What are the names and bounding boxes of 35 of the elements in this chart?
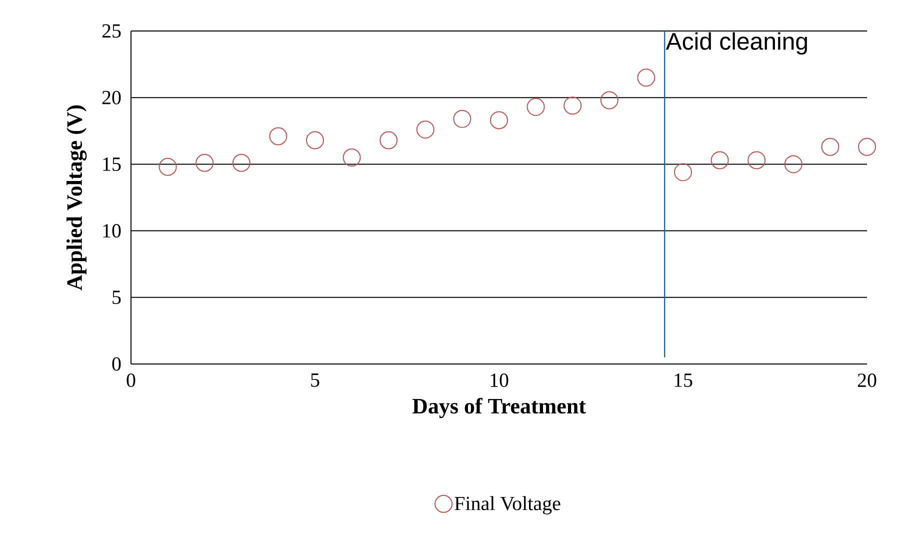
y-tick-label: 0 bbox=[112, 357, 121, 371]
point bbox=[748, 151, 766, 170]
point bbox=[269, 127, 288, 146]
point bbox=[600, 91, 618, 110]
x-axis-title: Days of Treatment bbox=[412, 398, 586, 418]
y-tick-label: 25 bbox=[102, 24, 121, 38]
point bbox=[232, 154, 250, 172]
point bbox=[158, 158, 177, 176]
y-tick-label: 10 bbox=[103, 224, 121, 238]
point bbox=[710, 151, 729, 170]
point bbox=[416, 120, 434, 139]
point bbox=[784, 155, 802, 174]
point bbox=[674, 163, 692, 182]
point bbox=[342, 148, 361, 167]
y-tick-label: 5 bbox=[112, 290, 121, 304]
point bbox=[637, 68, 656, 87]
point bbox=[380, 131, 398, 150]
x-tick-label: 5 bbox=[311, 374, 320, 387]
y-axis-title: Applied Voltage (V) bbox=[66, 105, 87, 290]
point bbox=[564, 96, 582, 115]
point bbox=[196, 154, 214, 172]
legend-label: Final Voltage bbox=[454, 496, 560, 514]
x-tick-label: 15 bbox=[674, 374, 692, 387]
x-tick-label: 10 bbox=[490, 374, 508, 388]
x-tick-label: 0 bbox=[126, 374, 136, 388]
y-tick-label: 15 bbox=[103, 158, 121, 171]
point bbox=[306, 131, 324, 150]
point bbox=[821, 138, 840, 156]
point bbox=[858, 138, 876, 156]
ref-line-label: Acid cleaning bbox=[666, 32, 807, 55]
point bbox=[490, 111, 508, 130]
point bbox=[453, 110, 472, 128]
y-tick-label: 20 bbox=[102, 90, 121, 104]
point bbox=[526, 98, 545, 116]
x-tick-label: 20 bbox=[858, 374, 876, 388]
